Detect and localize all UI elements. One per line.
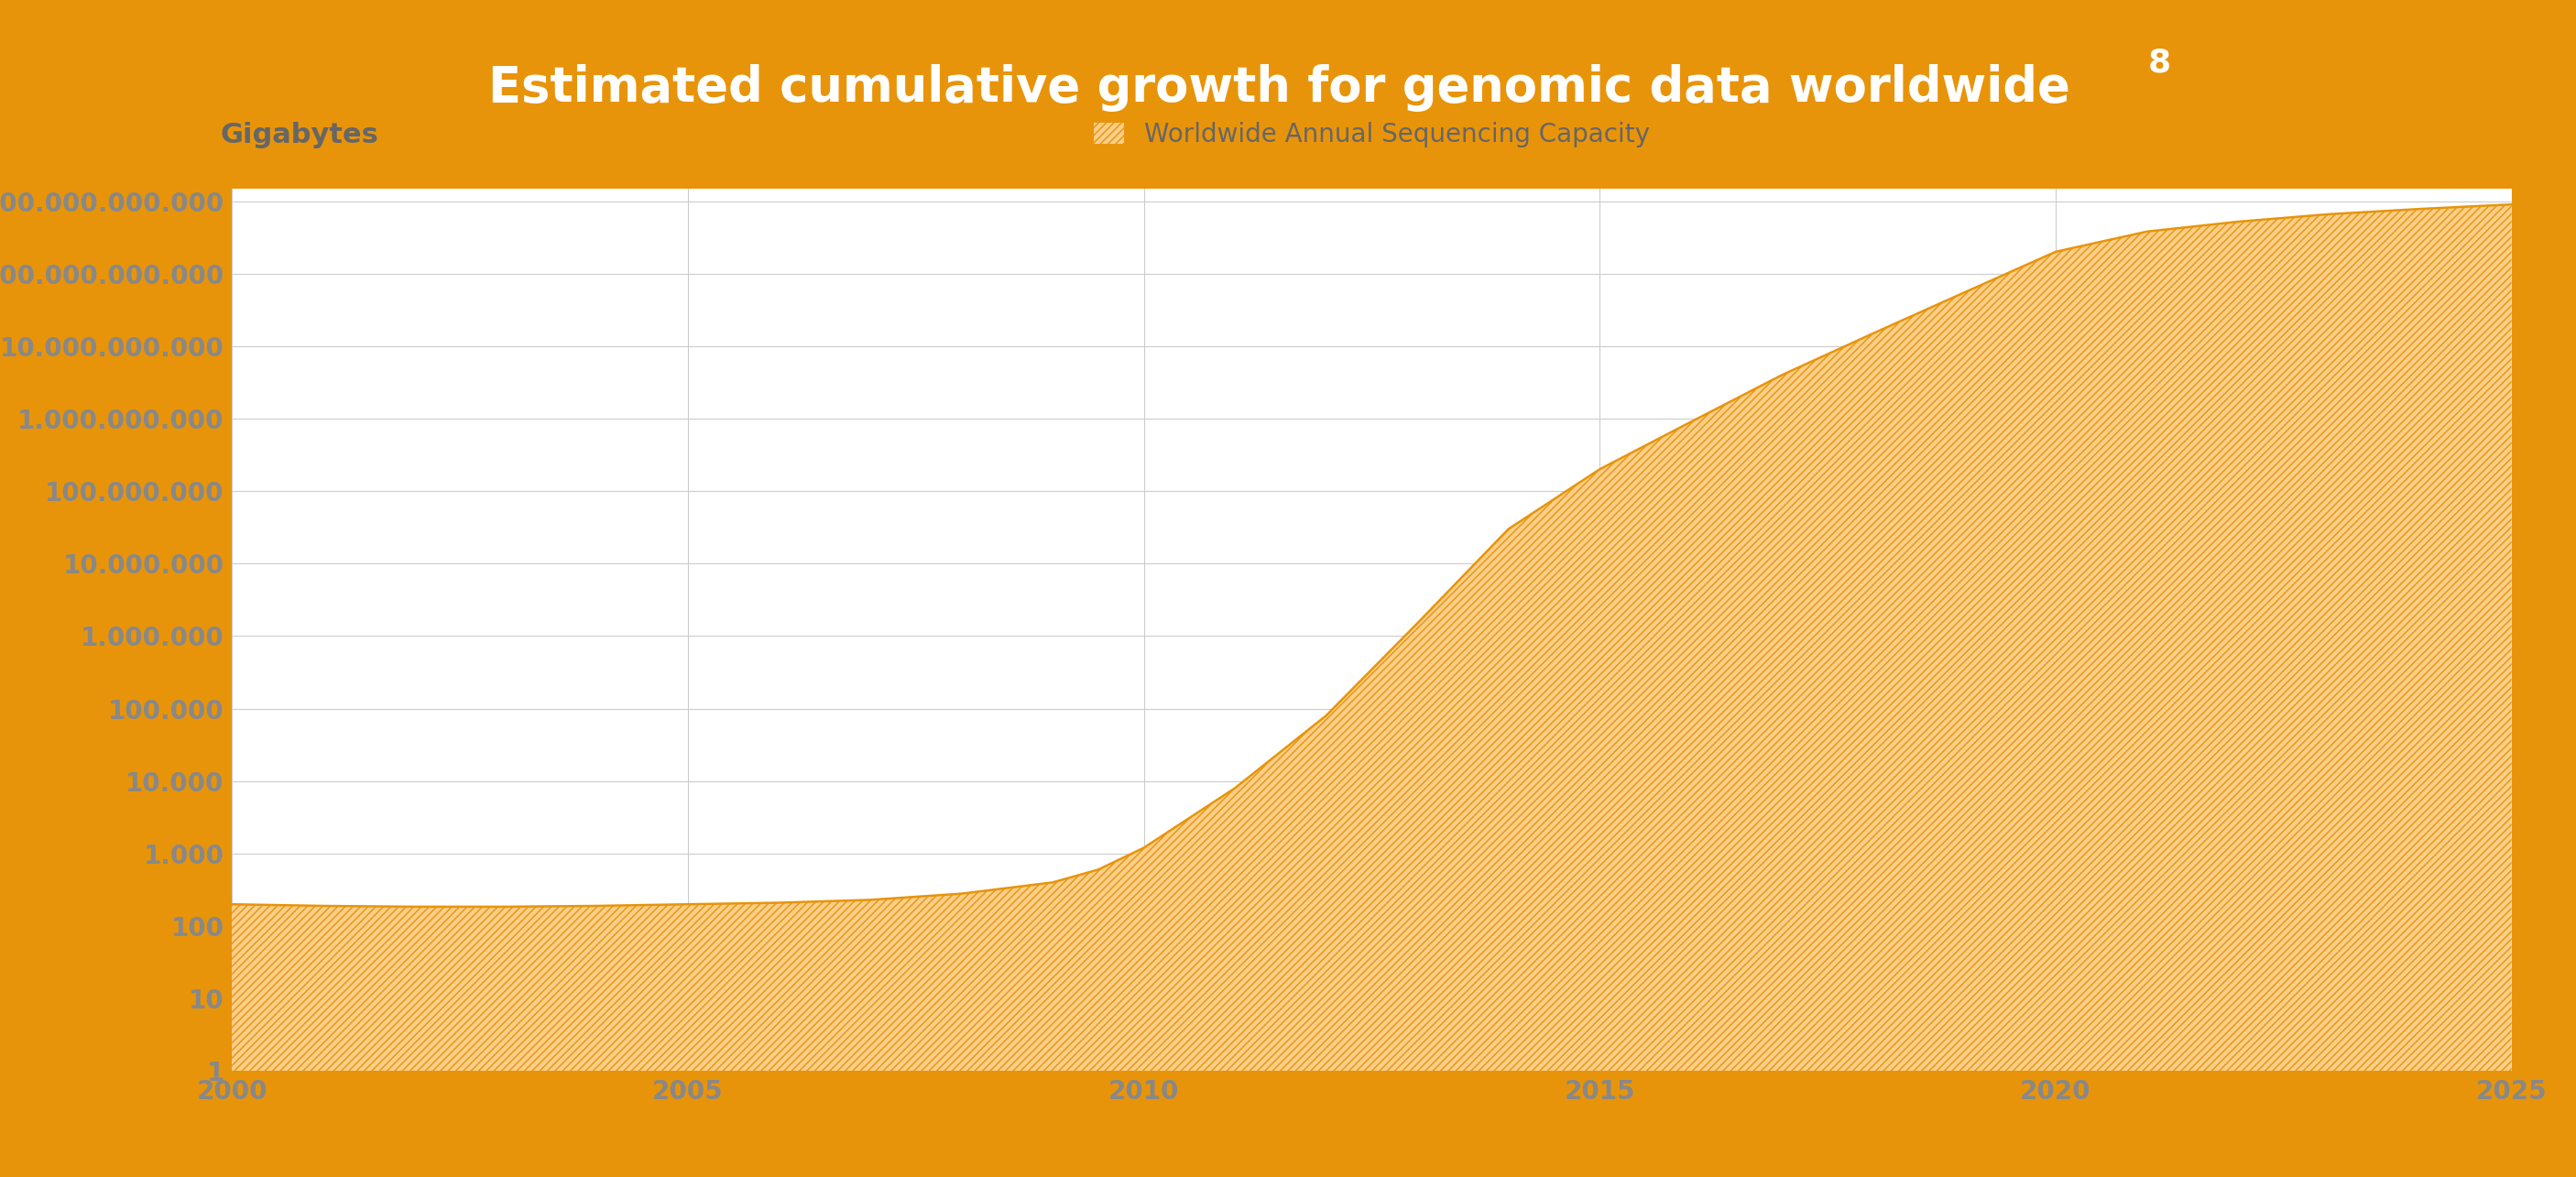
Text: 8: 8 — [2148, 47, 2172, 78]
Text: Estimated cumulative growth for genomic data worldwide: Estimated cumulative growth for genomic … — [489, 65, 2087, 112]
Text: Gigabytes: Gigabytes — [222, 122, 379, 148]
Legend: Worldwide Annual Sequencing Capacity: Worldwide Annual Sequencing Capacity — [1092, 121, 1651, 147]
